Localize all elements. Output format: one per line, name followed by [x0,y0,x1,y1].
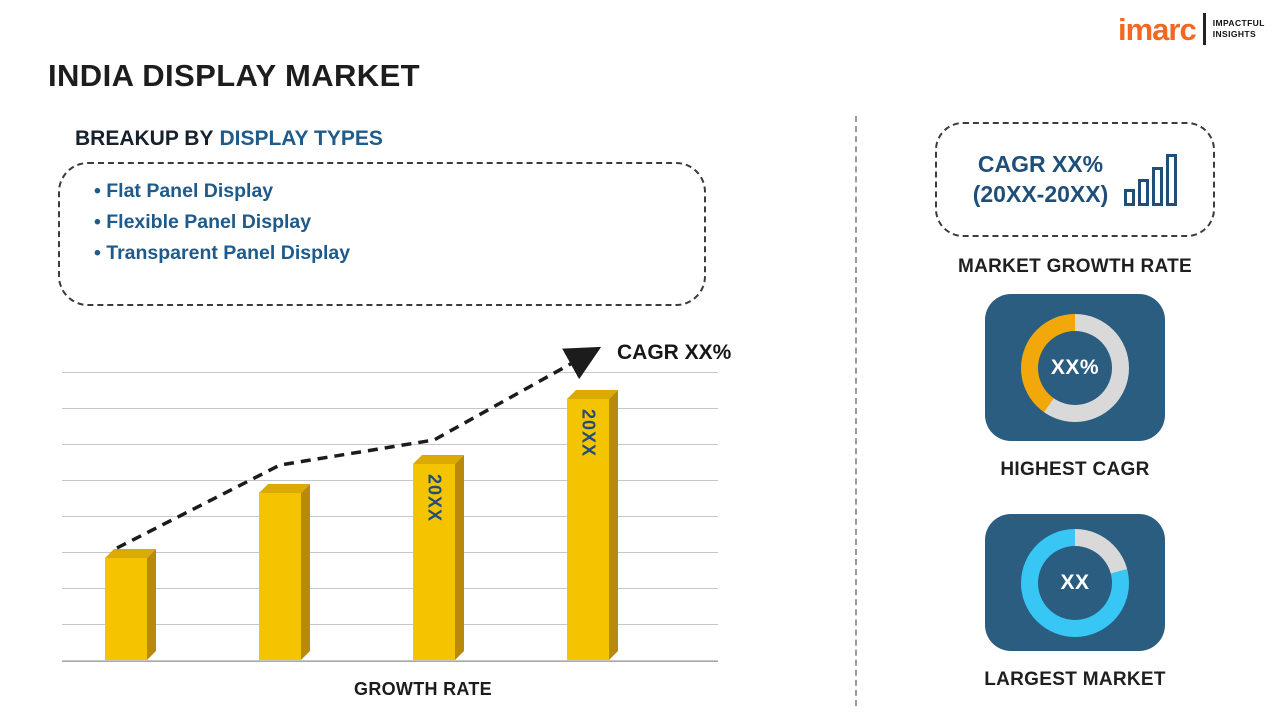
cagr-value-text: CAGR XX% (20XX-20XX) [973,150,1109,210]
breakup-heading-highlight: DISPLAY TYPES [219,127,383,150]
bar-4: 20XX [567,399,609,660]
breakup-heading: BREAKUP BY DISPLAY TYPES [75,127,383,151]
display-types-box: Flat Panel Display Flexible Panel Displa… [58,162,706,306]
highest-cagr-label: HIGHEST CAGR [1000,459,1150,480]
market-growth-box: CAGR XX% (20XX-20XX) [935,122,1215,237]
bar-plot: 20XX 20XX [62,372,718,662]
vertical-divider [855,116,857,706]
x-axis-label: GROWTH RATE [354,679,492,699]
cagr-annotation: CAGR XX% [617,341,732,364]
logo-tagline: IMPACTFUL INSIGHTS [1213,18,1265,40]
largest-market-value: XX [1060,570,1090,594]
largest-market-donut: XX [1021,528,1129,637]
largest-market-label: LARGEST MARKET [984,669,1166,690]
bar-year-label: 20XX [424,474,445,523]
list-item: Flexible Panel Display [94,207,704,238]
logo-separator [1202,13,1206,45]
logo-wordmark: imarc [1118,11,1197,47]
highest-cagr-card: XX% [985,294,1165,441]
bar-3: 20XX [413,464,455,660]
trend-arrow [116,346,602,550]
cagr-line1: CAGR XX% [977,150,1104,177]
page-title: INDIA DISPLAY MARKET [48,58,421,93]
bar-1 [105,558,147,660]
market-growth-rate-label: MARKET GROWTH RATE [957,256,1193,277]
list-item: Transparent Panel Display [94,238,704,269]
highest-cagr-donut: XX% [1021,313,1129,422]
ascending-bars-icon [1124,153,1178,206]
logo-tagline-line2: INSIGHTS [1212,29,1257,39]
cagr-line2: (20XX-20XX) [972,180,1109,207]
imarc-logo: imarc IMPACTFUL INSIGHTS [1118,13,1265,45]
breakup-heading-prefix: BREAKUP BY [75,127,214,150]
largest-market-card: XX [985,514,1165,651]
highest-cagr-value: XX% [1050,355,1100,379]
bar-year-label: 20XX [578,409,599,458]
bar-2 [259,493,301,660]
list-item: Flat Panel Display [94,176,704,207]
logo-tagline-line1: IMPACTFUL [1212,17,1265,28]
